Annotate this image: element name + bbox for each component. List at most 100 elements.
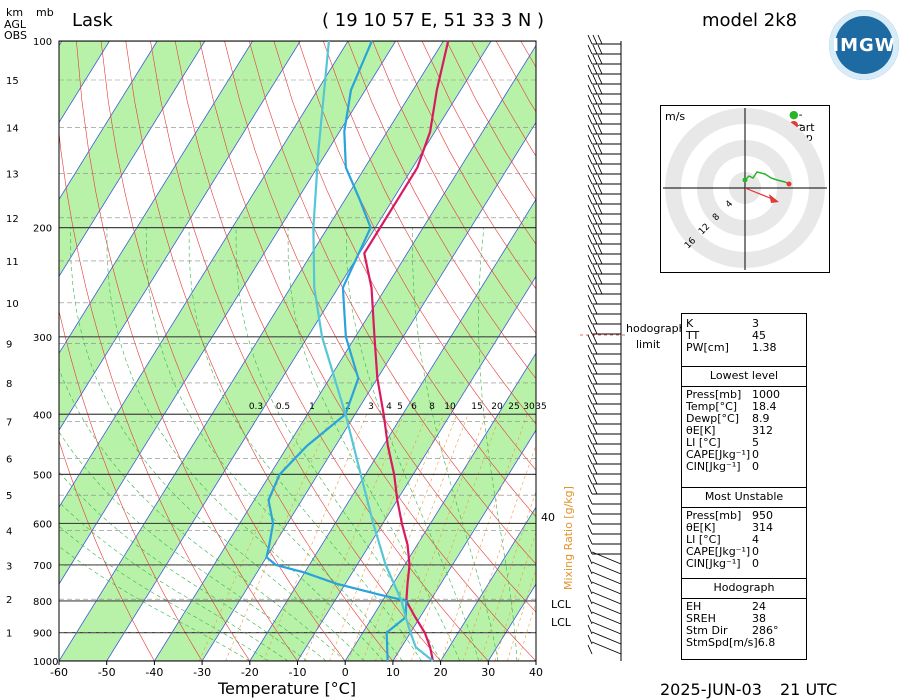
wind-barb	[587, 154, 621, 165]
x-tick-label: 0	[342, 666, 349, 679]
height-tick-label: 14	[6, 123, 19, 134]
x-tick-label: 40	[529, 666, 543, 679]
most-unstable-value: 0	[752, 557, 759, 570]
x-tick-label: -60	[50, 666, 68, 679]
lowest-level-key: Temp[°C]	[686, 400, 738, 413]
mixing-ratio-tick-label: 5	[397, 402, 403, 412]
hodograph-param-value: 24	[752, 600, 766, 613]
lowest-level-row: Dewp[°C] 8.9	[682, 413, 806, 425]
hodograph-param-row: StmSpd[m/s] 6.8	[682, 637, 806, 649]
dry-adiabat	[199, 41, 536, 661]
height-tick-label: 10	[6, 299, 19, 310]
wind-barb	[587, 384, 621, 395]
height-tick-label: 5	[6, 491, 12, 502]
pressure-tick-label: 600	[33, 519, 52, 530]
index-value: 45	[752, 329, 766, 342]
hodograph-limit-label-2: limit	[636, 338, 661, 351]
pressure-tick-label: 700	[33, 561, 52, 572]
pressure-tick-label: 800	[33, 597, 52, 608]
wind-barb	[587, 184, 621, 195]
most-unstable-row: θE[K] 314	[682, 522, 806, 534]
most-unstable-title: Most Unstable	[704, 490, 784, 503]
mixing-ratio-tick-label: 3	[368, 402, 374, 412]
wind-barb	[587, 611, 622, 625]
wind-barb	[587, 601, 622, 615]
height-tick-label: 1	[6, 628, 12, 639]
wind-barb	[587, 641, 622, 655]
most-unstable-table: Most Unstable Press[mb] 950 θE[K] 314 LI [°C…	[681, 487, 807, 579]
isotherm-line	[297, 275, 536, 661]
height-tick-label: 9	[6, 339, 12, 350]
mixing-ratio-tick-label: 0.3	[249, 402, 263, 412]
isotherm-line	[249, 198, 536, 661]
hodo-ring-4: 4	[724, 199, 735, 210]
mixing-ratio-tick-label: 15	[471, 402, 482, 412]
isotherm-line	[59, 41, 301, 431]
height-tick-label: 13	[6, 169, 19, 180]
x-tick-label: -20	[241, 666, 259, 679]
pressure-tick-label: 1000	[33, 657, 58, 668]
isotherm-line	[59, 41, 349, 508]
lowest-level-key: CIN[Jkg⁻¹]	[686, 460, 741, 473]
wind-barb	[587, 114, 621, 125]
pressure-tick-label: 200	[33, 224, 52, 235]
wind-barb	[587, 34, 621, 45]
moist-adiabat	[478, 227, 518, 661]
hodograph-params-title: Hodograph	[713, 581, 775, 594]
hodograph-trace	[744, 171, 790, 185]
mixing-ratio-tick-label: 4	[386, 402, 392, 412]
dry-adiabat	[372, 41, 536, 334]
dry-adiabat	[100, 41, 346, 661]
isotherm-line	[59, 41, 158, 201]
lcl-label-2: LCL	[551, 616, 571, 629]
x-tick-label: 20	[434, 666, 448, 679]
index-key: TT	[686, 329, 700, 342]
wind-barb	[587, 64, 621, 75]
wind-barb	[587, 244, 621, 255]
most-unstable-key: θE[K]	[686, 521, 716, 534]
wind-barb	[587, 194, 621, 205]
lowest-level-table: Lowest level Press[mb] 1000 Temp[°C] 18.4 De…	[681, 366, 807, 488]
lowest-level-row: CAPE[Jkg⁻¹] 0	[682, 449, 806, 461]
mixing-ratio-tick-label: 8	[429, 402, 435, 412]
x-tick-label: -30	[193, 666, 211, 679]
wind-barb	[587, 374, 621, 385]
most-unstable-key: LI [°C]	[686, 533, 721, 546]
wind-barb	[587, 134, 621, 145]
wind-barb	[587, 94, 621, 105]
index-table: K 3 TT 45 PW[cm] 1.38	[681, 313, 807, 367]
mixing-ratio-40: 40	[541, 511, 555, 524]
station-name: Lask	[72, 10, 113, 31]
hodograph-param-value: 38	[752, 612, 766, 625]
lcl-label-1: LCL	[551, 598, 571, 611]
wind-barb	[587, 631, 622, 645]
hodograph-stop-point	[786, 181, 792, 187]
dry-adiabat	[59, 439, 155, 661]
wind-barb	[587, 164, 621, 175]
dry-adiabat	[397, 41, 536, 290]
wind-barb	[587, 274, 621, 285]
mixing-ratio-tick-label: 0.5	[276, 402, 290, 412]
wind-barb	[587, 334, 621, 345]
wind-barb	[587, 234, 621, 245]
lowest-level-value: 8.9	[752, 412, 770, 425]
wind-barb	[587, 224, 621, 235]
most-unstable-value: 950	[752, 509, 773, 522]
dry-adiabat	[224, 41, 536, 613]
footer-date: 2025-JUN-03	[660, 680, 762, 699]
wind-barb	[587, 124, 621, 135]
x-tick-label: -10	[289, 666, 307, 679]
height-tick-label: 4	[6, 527, 12, 538]
wind-barb	[587, 464, 621, 475]
wind-barb	[587, 621, 622, 635]
wind-barb	[587, 484, 621, 495]
height-tick-label: 15	[6, 76, 19, 87]
wind-barb	[587, 74, 621, 85]
hodograph-plot: 4 8 12 16	[663, 108, 827, 270]
isotherm-line	[59, 41, 397, 585]
mixing-ratio-tick-label: 20	[491, 402, 503, 412]
most-unstable-key: CAPE[Jkg⁻¹]	[686, 545, 751, 558]
wind-barb	[587, 474, 621, 485]
wind-barb	[587, 264, 621, 275]
